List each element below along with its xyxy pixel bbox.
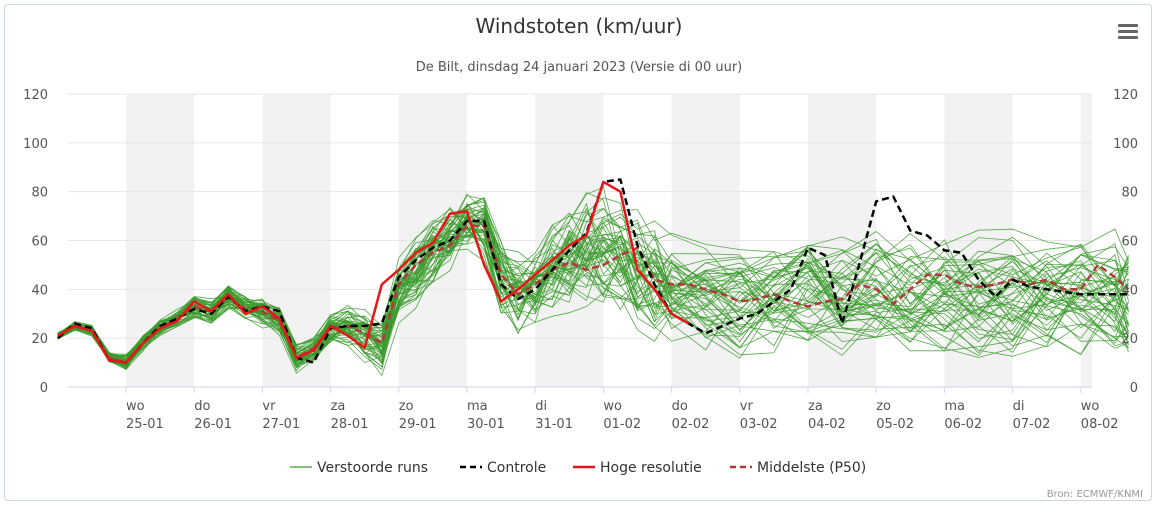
y-tick-right: 0 — [1130, 381, 1138, 396]
legend-item-controle[interactable]: Controle — [460, 460, 546, 476]
x-tick-date: 02-02 — [672, 417, 710, 432]
legend-label-verstoorde-runs: Verstoorde runs — [317, 460, 428, 476]
y-tick-left: 60 — [31, 235, 48, 250]
ensemble-member-line — [57, 229, 1129, 357]
y-tick-right: 20 — [1121, 332, 1138, 347]
y-tick-right: 80 — [1121, 186, 1138, 201]
main-series — [56, 178, 1130, 364]
x-tick-date: 25-01 — [126, 417, 164, 432]
x-tick-date: 08-02 — [1081, 417, 1119, 432]
x-tick-day: za — [331, 399, 346, 414]
x-tick-date: 04-02 — [808, 417, 846, 432]
y-tick-left: 0 — [40, 381, 48, 396]
x-tick-date: 03-02 — [740, 417, 778, 432]
legend-item-middelste[interactable]: Middelste (P50) — [730, 460, 866, 476]
x-tick-day: di — [535, 399, 547, 414]
chart-title: Windstoten (km/uur) — [476, 14, 683, 38]
y-tick-right: 100 — [1113, 137, 1138, 152]
x-tick-day: wo — [603, 399, 622, 414]
legend: Verstoorde runs Controle Hoge resolutie … — [290, 460, 866, 476]
x-tick-date: 31-01 — [535, 417, 573, 432]
ensemble-member-line — [57, 201, 1129, 368]
x-tick-day: do — [672, 399, 688, 414]
controle-line — [56, 178, 1129, 364]
hoge-resolutie-line — [57, 180, 690, 364]
x-tick-date: 30-01 — [467, 417, 505, 432]
y-tick-right: 60 — [1121, 235, 1138, 250]
x-tick-day: zo — [399, 399, 414, 414]
axis-labels: 0 0 20 20 40 40 60 60 80 80 100 100 120 120 wo 25-01 do 2… — [23, 88, 1138, 432]
x-tick-day: ma — [944, 399, 965, 414]
y-tick-left: 40 — [31, 283, 48, 298]
legend-label-hoge-resolutie: Hoge resolutie — [600, 460, 702, 476]
x-tick-day: wo — [1081, 399, 1100, 414]
x-tick-day: vr — [740, 399, 754, 414]
legend-item-hoge-resolutie[interactable]: Hoge resolutie — [573, 460, 702, 476]
x-tick-day: za — [808, 399, 823, 414]
x-tick-date: 27-01 — [262, 417, 300, 432]
x-tick-date: 26-01 — [194, 417, 232, 432]
x-tick-date: 28-01 — [331, 417, 369, 432]
y-tick-right: 120 — [1113, 88, 1138, 103]
x-tick-day: do — [194, 399, 210, 414]
legend-item-verstoorde-runs[interactable]: Verstoorde runs — [290, 460, 428, 476]
y-tick-left: 100 — [23, 137, 48, 152]
legend-label-controle: Controle — [487, 460, 546, 476]
chart-subtitle: De Bilt, dinsdag 24 januari 2023 (Versie… — [416, 60, 743, 75]
y-tick-left: 20 — [31, 332, 48, 347]
y-tick-left: 80 — [31, 186, 48, 201]
y-tick-right: 40 — [1121, 283, 1138, 298]
legend-label-middelste: Middelste (P50) — [757, 460, 866, 476]
x-tick-date: 05-02 — [876, 417, 914, 432]
ensemble-member-line — [57, 213, 1129, 367]
chart-credit[interactable]: Bron: ECMWF/KNMI — [1047, 489, 1143, 500]
x-tick-date: 29-01 — [399, 417, 437, 432]
ensemble-member-line — [57, 208, 1129, 366]
x-tick-date: 06-02 — [944, 417, 982, 432]
x-tick-day: di — [1013, 399, 1025, 414]
ensemble-member-line — [57, 206, 1129, 369]
x-tick-day: wo — [126, 399, 145, 414]
x-tick-date: 07-02 — [1013, 417, 1051, 432]
x-tick-day: vr — [262, 399, 276, 414]
y-tick-left: 120 — [23, 88, 48, 103]
hamburger-icon[interactable] — [1116, 22, 1140, 42]
ensemble-member-line — [57, 202, 1129, 363]
x-tick-day: zo — [876, 399, 891, 414]
x-tick-day: ma — [467, 399, 488, 414]
x-tick-date: 01-02 — [603, 417, 641, 432]
